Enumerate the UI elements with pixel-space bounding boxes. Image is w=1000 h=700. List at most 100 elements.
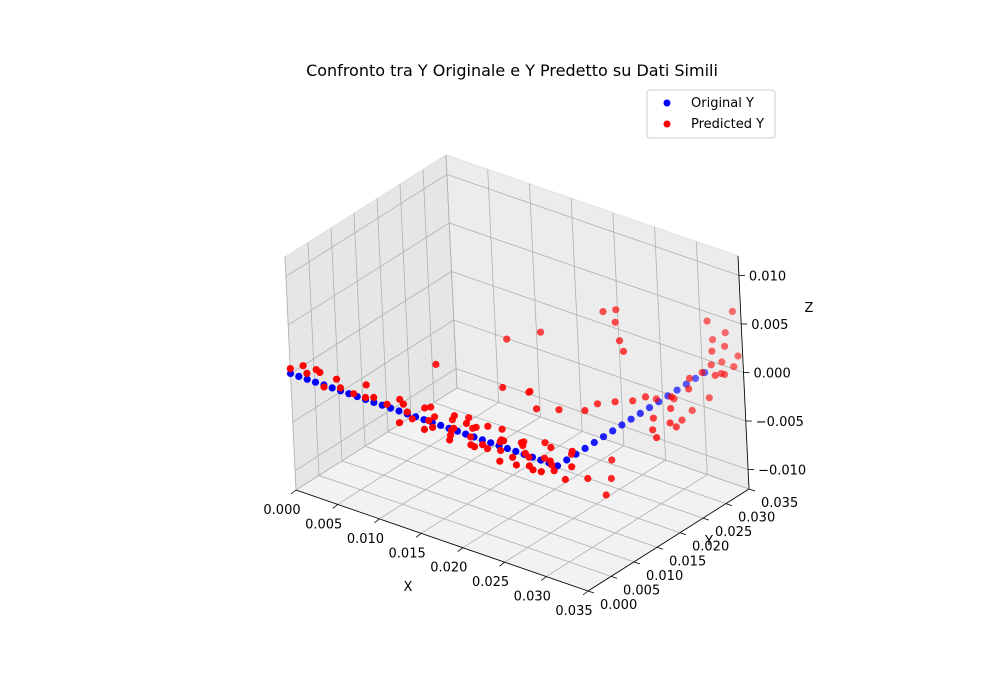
- predicted-y-point: [450, 412, 458, 420]
- original-y-point: [311, 378, 320, 386]
- x-tick-label: 0.020: [430, 561, 467, 576]
- predicted-y-point: [496, 457, 504, 465]
- predicted-y-point: [652, 395, 660, 403]
- y-tick-label: 0.005: [623, 583, 660, 598]
- predicted-y-point: [425, 417, 433, 425]
- predicted-y-point: [370, 393, 378, 402]
- legend: Original Y Predicted Y: [646, 89, 776, 139]
- grid-line-y: [353, 213, 658, 548]
- predicted-y-point: [555, 406, 563, 414]
- original-y-point: [618, 421, 626, 429]
- predicted-y-point: [332, 375, 341, 383]
- z-tick-label: 0.005: [751, 318, 788, 333]
- predicted-y-point: [483, 445, 492, 453]
- predicted-y-point: [529, 466, 537, 474]
- predicted-y-point: [465, 414, 473, 422]
- predicted-y-point: [362, 381, 370, 389]
- x-tick-mark: [499, 561, 505, 567]
- original-y-point: [503, 444, 511, 453]
- predicted-y-point: [734, 352, 742, 360]
- predicted-y-point: [395, 419, 404, 427]
- x-tick-label: 0.030: [514, 590, 551, 605]
- original-y-point: [395, 407, 403, 415]
- y-tick-label: 0.020: [692, 540, 729, 555]
- predicted-y-point: [667, 393, 676, 401]
- predicted-y-point: [431, 413, 439, 421]
- predicted-y-point: [429, 423, 437, 431]
- original-y-point: [437, 421, 445, 429]
- predicted-y-point: [672, 423, 680, 431]
- grid-lines: [284, 154, 750, 592]
- predicted-y-point: [611, 398, 619, 406]
- z-tick-label: 0.010: [749, 269, 786, 284]
- y-tick-label: 0.025: [715, 525, 752, 540]
- predicted-y-point: [427, 403, 435, 411]
- legend-marker-original: [663, 99, 671, 107]
- predicted-y-point: [540, 454, 549, 462]
- y-tick-mark: [633, 561, 641, 565]
- x-tick-label: 0.035: [555, 604, 592, 619]
- predicted-y-point: [615, 337, 624, 345]
- predicted-y-point: [446, 436, 454, 444]
- y-tick-mark: [587, 590, 595, 594]
- grid-line-z: [292, 319, 746, 423]
- x-tick-mark: [332, 504, 338, 509]
- predicted-y-point: [303, 369, 311, 377]
- y-tick-label: 0.030: [738, 511, 775, 526]
- predicted-y-point: [711, 371, 719, 379]
- y-tick-label: 0.010: [646, 569, 683, 584]
- predicted-y-point: [688, 406, 696, 415]
- predicted-y-point: [286, 365, 294, 373]
- predicted-y-point: [484, 422, 492, 430]
- original-y-point: [691, 374, 700, 382]
- predicted-y-point: [550, 467, 558, 475]
- predicted-y-point: [532, 405, 541, 413]
- predicted-y-point: [721, 329, 729, 337]
- predicted-y-point: [467, 433, 475, 441]
- predicted-y-point: [479, 441, 487, 449]
- x-tick-mark: [374, 518, 380, 524]
- predicted-y-point: [568, 463, 576, 471]
- original-y-point: [609, 427, 617, 435]
- y-tick-mark: [702, 517, 710, 521]
- y-tick-label: 0.035: [761, 496, 798, 511]
- y-tick-mark: [610, 576, 618, 579]
- predicted-y-point: [512, 461, 521, 469]
- series-predicted-y: [286, 306, 742, 499]
- x-tick-mark: [457, 547, 464, 553]
- predicted-y-point: [399, 400, 407, 408]
- predicted-y-point: [497, 446, 505, 455]
- predicted-y-point: [470, 443, 479, 451]
- original-y-point: [487, 439, 495, 447]
- y-axis-label: Y: [704, 534, 713, 549]
- predicted-y-point: [541, 439, 549, 447]
- predicted-y-point: [450, 424, 458, 432]
- predicted-y-point: [641, 393, 650, 401]
- predicted-y-point: [536, 328, 545, 336]
- tick-labels: 0.0000.0050.0100.0150.0200.0250.0300.035…: [263, 269, 806, 619]
- grid-line-y: [307, 242, 612, 577]
- predicted-y-point: [500, 437, 508, 445]
- predicted-y-point: [608, 456, 616, 464]
- predicted-y-point: [508, 453, 517, 461]
- x-tick-label: 0.015: [389, 546, 426, 561]
- original-y-point: [645, 404, 654, 412]
- chart-title: Confronto tra Y Originale e Y Predetto s…: [306, 61, 718, 80]
- predicted-y-point: [525, 388, 533, 396]
- grid-line-z: [294, 368, 749, 471]
- x-tick-label: 0.005: [305, 517, 342, 532]
- predicted-y-point: [462, 419, 471, 427]
- z-axis-label: Z: [805, 301, 814, 316]
- y-tick-mark: [748, 488, 756, 492]
- predicted-y-point: [730, 363, 738, 371]
- predicted-y-point: [718, 358, 726, 366]
- predicted-y-point: [678, 416, 686, 424]
- original-y-point: [636, 409, 644, 417]
- x-tick-mark: [415, 532, 422, 538]
- predicted-y-point: [525, 453, 533, 461]
- predicted-y-point: [728, 307, 737, 315]
- legend-box: [646, 89, 776, 139]
- x-tick-label: 0.025: [472, 575, 509, 590]
- predicted-y-point: [517, 439, 526, 447]
